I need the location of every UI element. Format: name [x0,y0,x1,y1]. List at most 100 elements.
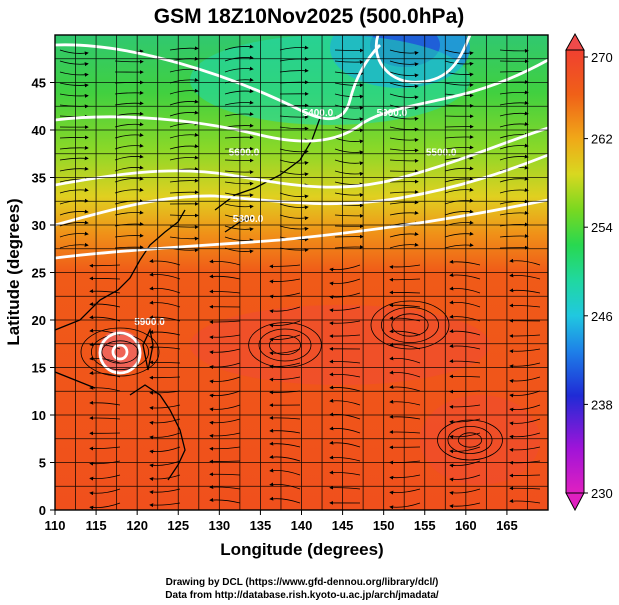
streamline [509,303,541,308]
streamline [444,103,474,108]
streamline [329,359,361,364]
streamline [149,375,181,380]
streamline [269,468,301,476]
streamline [334,213,364,218]
warm-pocket [420,395,540,485]
x-tick-label: 165 [496,518,518,533]
streamline [444,243,474,249]
streamline [279,57,309,62]
streamline [224,112,254,117]
streamline [114,245,144,250]
streamline [334,104,364,110]
y-tick-label: 5 [39,456,46,471]
y-tick-label: 30 [32,218,46,233]
grid-lines [54,34,549,511]
streamline [169,178,199,183]
streamline [329,398,361,406]
streamline [149,488,181,495]
streamline [209,472,241,477]
colorbar-ticks: 230 238 246 254 262 270 [584,50,613,501]
chart-title: GSM 18Z10Nov2025 (500.0hPa) [154,5,465,28]
streamline [89,276,121,281]
credit-data: Data from http://database.rish.kyoto-u.a… [165,590,439,601]
streamline [269,320,301,328]
streamline [499,176,529,183]
typhoon-warm-core [98,330,142,374]
streamline [89,356,121,364]
streamline [329,264,361,272]
streamline [449,300,481,308]
streamline [499,143,529,150]
streamline [449,488,481,495]
streamline [209,418,241,425]
streamline [334,159,364,166]
contour-5300 [375,35,472,84]
streamline [449,259,481,266]
streamline [209,289,241,294]
streamline [509,376,541,384]
vortex-streamline [391,313,429,337]
streamline [329,470,361,476]
streamline [269,306,301,314]
x-tick-label: 130 [208,518,230,533]
x-tick-label: 110 [45,518,66,533]
streamline [444,155,474,161]
streamline [449,432,481,439]
streamline [59,60,89,67]
streamline [444,209,474,216]
streamline [114,143,144,150]
streamline [224,181,254,186]
streamline [209,334,241,340]
colorbar-tick-label: 254 [591,220,613,235]
streamline [509,499,541,504]
streamline [169,155,199,161]
streamline [329,426,361,434]
streamline [114,90,144,95]
streamline [89,400,121,406]
streamline [279,126,309,131]
streamline [279,115,309,120]
streamline [269,278,301,284]
streamline [149,418,181,425]
streamline [334,192,364,198]
streamline [444,135,474,140]
streamline [169,110,199,117]
x-tick-label: 155 [414,518,436,533]
streamline [89,385,121,392]
streamline [444,187,474,194]
streamline [59,156,89,161]
streamline [509,473,541,478]
y-tick-label: 0 [39,503,46,518]
x-tick-label: 120 [126,518,148,533]
streamline [59,187,89,194]
streamline [149,404,181,410]
streamline [209,390,241,398]
streamline [499,122,529,128]
streamline [329,372,361,378]
streamline [509,273,541,280]
streamline [509,362,541,369]
streamline [89,488,121,496]
streamline [89,342,121,350]
streamline [114,176,144,183]
streamline [509,334,541,339]
streamline [209,459,241,464]
streamline [329,485,361,490]
streamline [149,345,181,350]
streamline [279,192,309,199]
contour-label: 5800.0 [233,214,264,225]
x-tick-label: 115 [86,518,107,533]
streamline [224,203,254,209]
streamline [329,385,361,392]
contour-label: 5500.0 [426,148,457,159]
streamline [279,225,309,231]
streamline [59,49,89,56]
y-tick-label: 10 [32,408,46,423]
streamline [209,446,241,451]
streamline [449,446,481,454]
x-tick-label: 150 [373,518,395,533]
colorbar-tick-label: 238 [591,397,613,412]
streamline [89,302,121,308]
streamline [499,210,529,216]
